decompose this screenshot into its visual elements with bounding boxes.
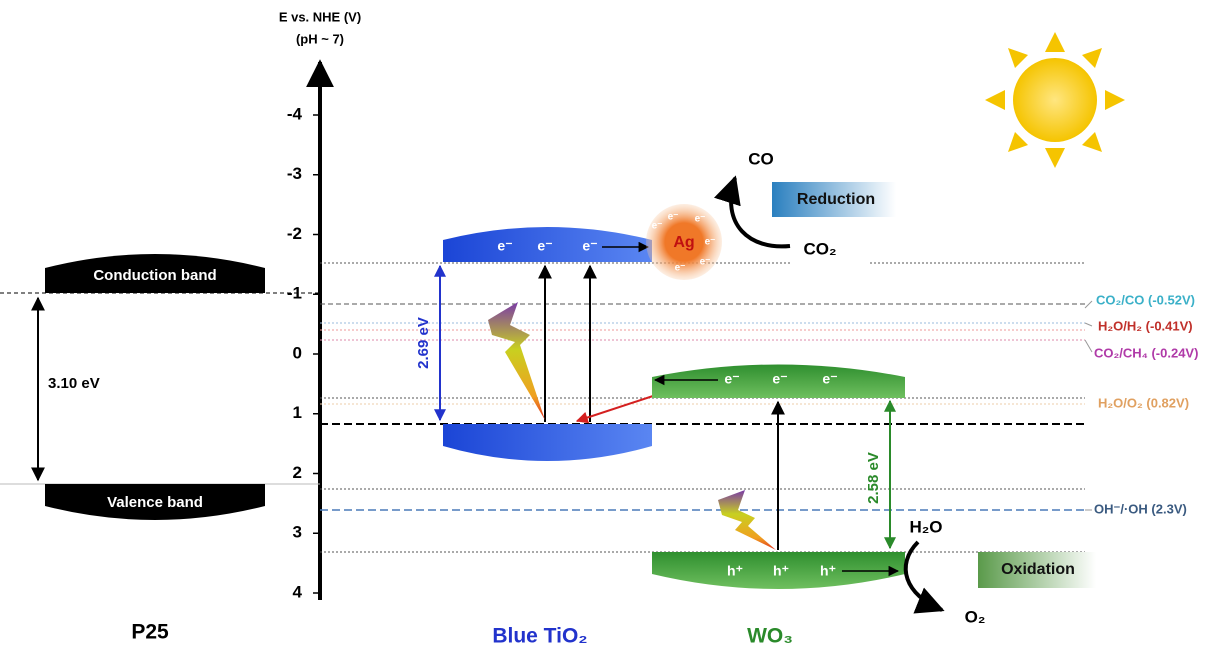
band-gap: 2.58 eV <box>865 452 882 504</box>
tick-label: 3 <box>293 523 302 542</box>
electron: e⁻ <box>497 238 512 254</box>
potential-label: CO₂/CH₄ (-0.24V) <box>1094 345 1198 360</box>
diagram: E vs. NHE (V) (pH ~ 7) -4-3-2-101234 Con… <box>0 0 1231 652</box>
electron: e⁻ <box>537 238 552 254</box>
axis-label: E vs. NHE (V) <box>279 9 361 24</box>
electron: e⁻ <box>772 371 787 387</box>
potential-label: CO₂/CO (-0.52V) <box>1096 292 1195 307</box>
band-label: Valence band <box>107 494 203 511</box>
band-label: Conduction band <box>93 267 216 284</box>
tick-label: -2 <box>287 224 302 243</box>
light-bolt <box>488 302 545 420</box>
electron: e⁻ <box>822 371 837 387</box>
tick-label: 0 <box>293 343 302 362</box>
oxidation-label: Oxidation <box>1001 561 1075 578</box>
tick-label: -3 <box>287 164 302 183</box>
reactant: H₂O <box>909 517 942 536</box>
hole: h⁺ <box>727 563 743 579</box>
tick-label: 4 <box>293 582 303 601</box>
electron: e⁻ <box>695 214 706 225</box>
electron: e⁻ <box>582 238 597 254</box>
potential-label: H₂O/H₂ (-0.41V) <box>1098 318 1193 333</box>
sun-icon <box>985 32 1125 168</box>
tick-label: 2 <box>293 463 302 482</box>
electron: e⁻ <box>724 371 739 387</box>
electron: e⁻ <box>652 221 663 232</box>
electron: e⁻ <box>668 212 679 223</box>
tick-label: 1 <box>293 403 302 422</box>
tick-label: -4 <box>287 104 303 123</box>
ag-label: Ag <box>673 234 694 251</box>
potential-label: H₂O/O₂ (0.82V) <box>1098 395 1189 410</box>
axis-condition: (pH ~ 7) <box>296 31 344 46</box>
product: O₂ <box>965 607 986 626</box>
material-label: P25 <box>131 621 169 644</box>
product: CO <box>748 149 774 168</box>
electron: e⁻ <box>705 237 716 248</box>
hole: h⁺ <box>820 563 836 579</box>
light-bolt <box>718 490 776 550</box>
band-gap: 3.10 eV <box>48 375 100 392</box>
electron: e⁻ <box>700 257 711 268</box>
material-label: WO₃ <box>747 625 793 648</box>
hole: h⁺ <box>773 563 789 579</box>
reduction-label: Reduction <box>797 191 875 208</box>
potential-label: OH⁻/·OH (2.3V) <box>1094 501 1187 516</box>
material-label: Blue TiO₂ <box>492 625 587 648</box>
band-gap: 2.69 eV <box>415 317 432 369</box>
tio2-valence-band <box>443 424 652 461</box>
reactant: CO₂ <box>803 239 836 258</box>
electron: e⁻ <box>675 263 686 274</box>
